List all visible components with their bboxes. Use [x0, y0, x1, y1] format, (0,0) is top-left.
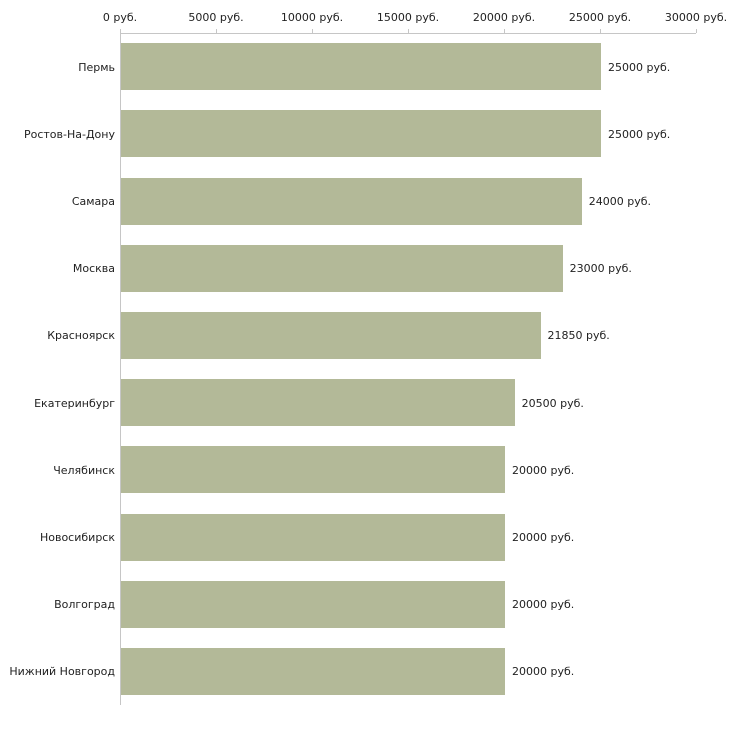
value-label: 20500 руб. — [521, 396, 584, 410]
bar — [121, 311, 541, 359]
bar — [121, 110, 601, 158]
value-label: 23000 руб. — [569, 262, 632, 276]
bar — [121, 513, 505, 561]
bar — [121, 177, 582, 225]
x-axis-tick — [312, 29, 313, 33]
x-axis-tick — [216, 29, 217, 33]
value-label: 20000 руб. — [512, 463, 575, 477]
category-label: Самара — [71, 195, 115, 208]
x-axis-tick — [120, 29, 121, 33]
category-label: Екатеринбург — [34, 396, 115, 410]
bar — [121, 647, 505, 695]
value-label: 25000 руб. — [608, 127, 671, 141]
value-label: 24000 руб. — [588, 195, 652, 208]
category-label: Новосибирск — [39, 531, 115, 544]
x-axis-tick-label: 20000 руб. — [472, 11, 536, 24]
x-axis-tick-label: 10000 руб. — [280, 11, 344, 24]
x-axis-tick-label: 25000 руб. — [568, 11, 632, 24]
y-axis-line — [120, 33, 121, 705]
value-label: 25000 руб. — [608, 60, 671, 74]
value-label: 21850 руб. — [547, 329, 610, 343]
bar — [121, 446, 505, 494]
category-label: Челябинск — [53, 463, 115, 477]
x-axis-tick-label: 15000 руб. — [376, 11, 440, 24]
value-label: 20000 руб. — [512, 598, 575, 612]
value-label: 20000 руб. — [512, 531, 575, 544]
bar — [121, 244, 563, 292]
bar — [121, 580, 505, 628]
category-label: Красноярск — [47, 329, 115, 343]
x-axis-tick-label: 0 руб. — [102, 11, 138, 24]
category-label: Ростов-На-Дону — [23, 127, 115, 141]
value-label: 20000 руб. — [512, 665, 575, 679]
x-axis-tick — [408, 29, 409, 33]
x-axis-tick — [504, 29, 505, 33]
x-axis-line — [120, 33, 696, 34]
bar — [121, 43, 601, 91]
category-label: Москва — [72, 262, 115, 276]
category-label: Волгоград — [54, 598, 115, 612]
x-axis-tick — [696, 29, 697, 33]
x-axis-tick-label: 30000 руб. — [664, 11, 728, 24]
bar — [121, 379, 515, 427]
x-axis-tick — [600, 29, 601, 33]
x-axis-tick-label: 5000 руб. — [188, 11, 244, 24]
category-label: Нижний Новгород — [9, 665, 115, 679]
category-label: Пермь — [78, 60, 115, 74]
